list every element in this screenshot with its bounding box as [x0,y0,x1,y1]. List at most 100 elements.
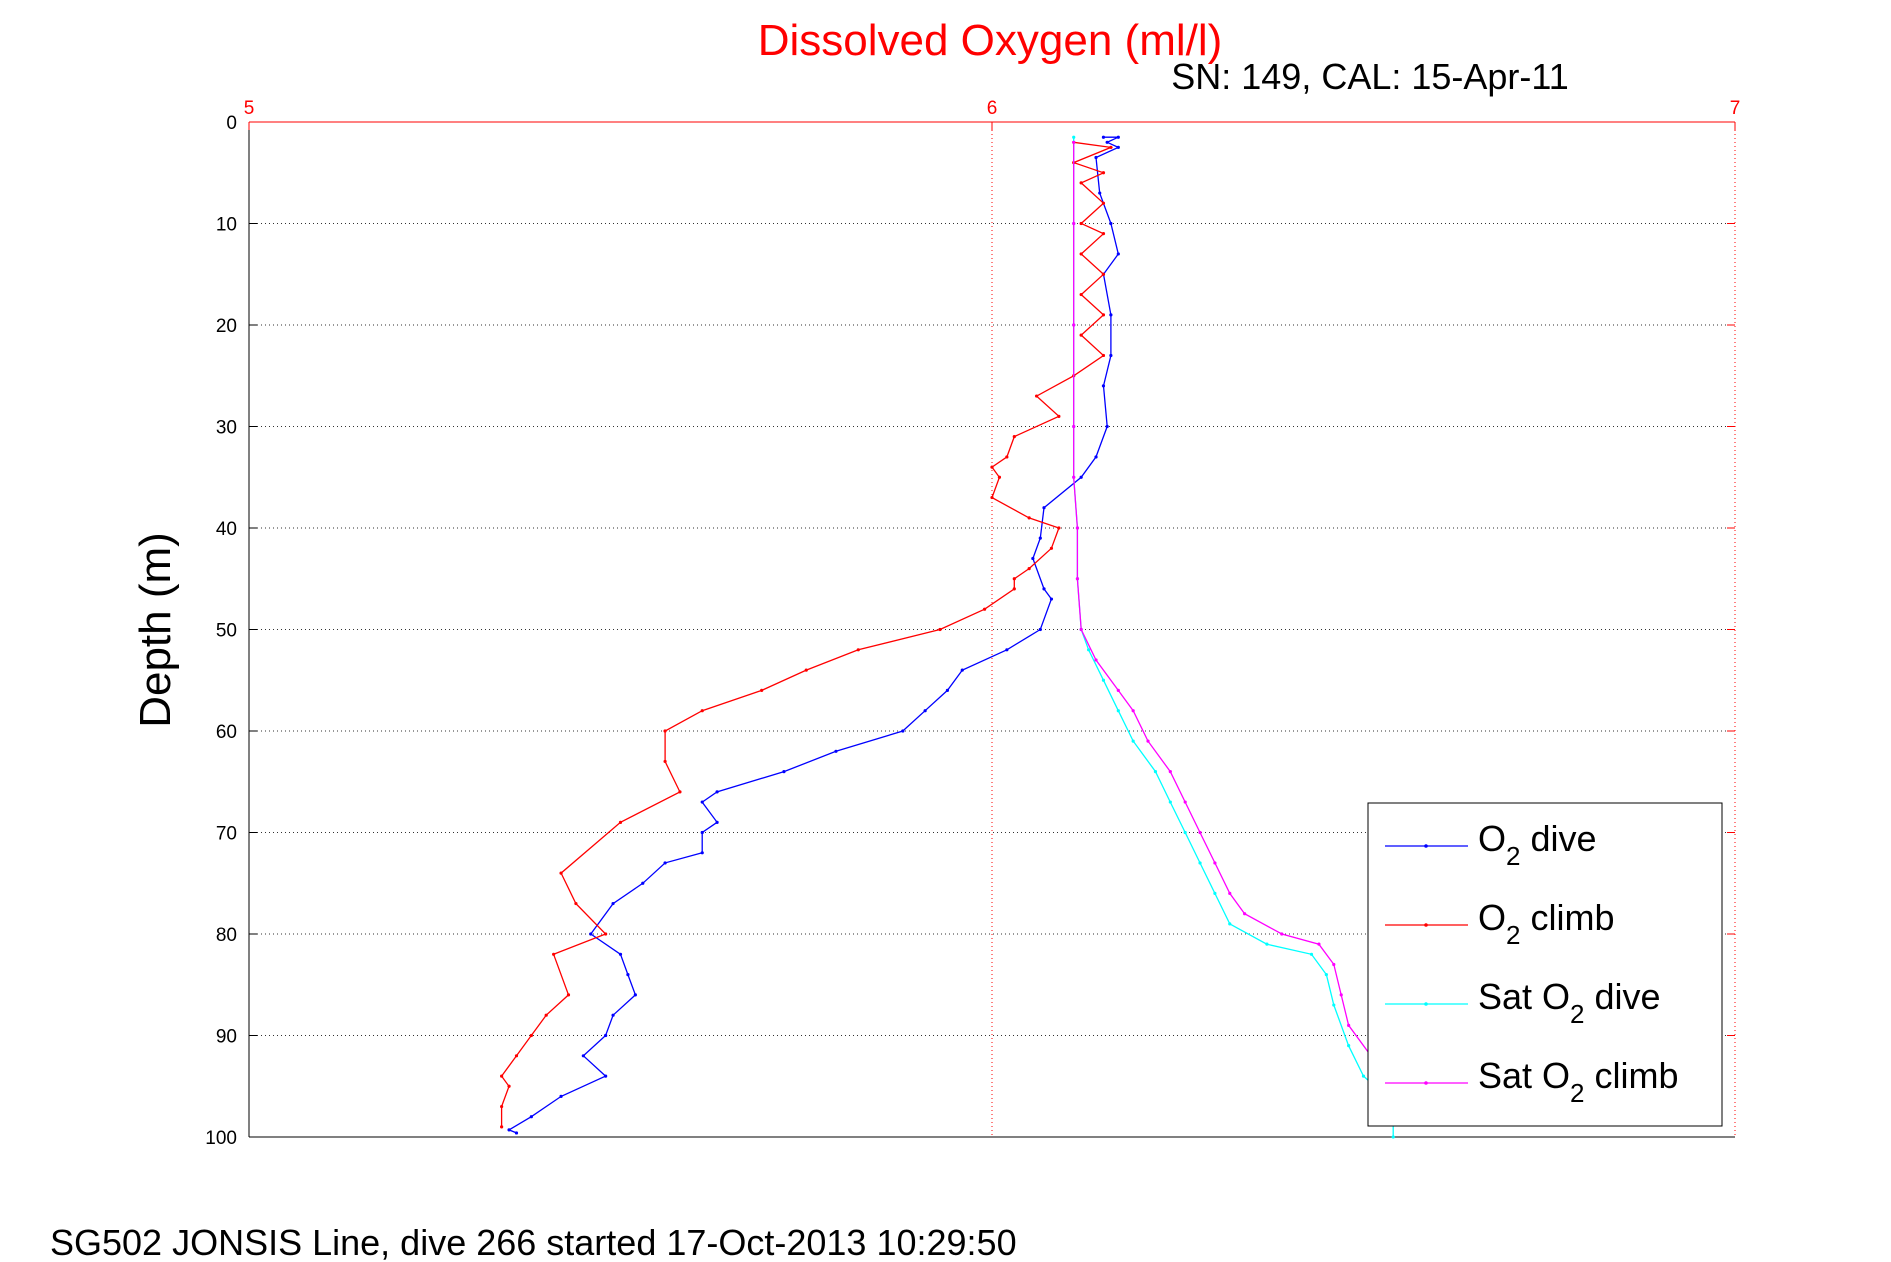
data-point [1101,171,1106,175]
data-point [700,709,704,713]
data-point [1213,891,1217,896]
data-point [1213,861,1217,865]
data-point [1183,800,1187,804]
legend-marker [1424,923,1428,927]
data-point [1094,455,1098,459]
data-point [945,688,950,693]
data-point [1101,135,1106,139]
data-point [901,729,905,733]
data-point [1131,709,1135,713]
data-point [604,1074,608,1078]
data-point [1265,942,1269,946]
data-point [663,861,667,865]
data-point [633,993,637,997]
data-point [1079,252,1083,256]
data-point [1101,353,1106,358]
data-point [604,1033,608,1038]
data-point [938,627,942,632]
data-point [1168,800,1172,804]
data-point [923,709,927,713]
data-point [1042,587,1046,591]
legend-entry-2: Sat O2 dive [1385,976,1661,1029]
data-point [1339,993,1343,997]
chart-subtitle: SN: 149, CAL: 15-Apr-11 [1171,56,1569,97]
y-tick-label: 40 [216,519,237,540]
x-tick-label: 7 [1730,98,1741,119]
data-point [507,1084,511,1088]
data-point [1105,140,1109,144]
data-point [1038,536,1042,540]
data-point [663,729,667,733]
data-point [1183,830,1187,835]
data-point [1109,353,1113,358]
data-point [589,932,593,936]
data-point [663,759,667,764]
y-tick-label: 30 [216,418,237,439]
y-tick-label: 10 [216,215,237,236]
data-point [1049,546,1054,550]
data-point [700,800,704,804]
data-point [507,1128,511,1132]
data-point [1101,678,1106,682]
data-point [552,952,556,956]
data-point [529,1115,533,1119]
legend-entry-3: Sat O2 climb [1385,1055,1679,1108]
data-point [1332,962,1336,967]
data-point [574,901,578,906]
legend-marker [1424,1002,1428,1006]
series-0 [507,135,1120,1135]
data-point [1101,313,1106,317]
data-point [1324,973,1328,977]
legend-label: Sat O2 dive [1478,976,1661,1029]
data-point [1228,891,1232,896]
data-point [1361,1074,1366,1078]
data-point [804,668,808,672]
data-point [1198,861,1202,865]
data-point [1146,739,1150,743]
data-point [500,1074,504,1078]
series-1 [500,140,1114,1129]
data-point [626,973,630,977]
data-point [1116,688,1120,693]
data-point [1309,952,1314,956]
data-point [1079,292,1083,297]
legend-label: O2 dive [1478,818,1597,871]
data-point [544,1013,548,1017]
data-point [1057,526,1061,530]
data-point [990,465,994,469]
data-point [1101,201,1106,205]
data-point [500,1125,504,1129]
data-point [1072,221,1076,226]
data-point [782,770,786,774]
data-point [1153,770,1158,774]
data-point [1042,506,1046,510]
legend-marker [1424,844,1428,848]
data-point [1109,221,1113,226]
data-point [1072,140,1076,144]
data-point [1072,475,1076,479]
data-point [1005,648,1009,652]
data-point [1116,135,1120,139]
data-point [990,495,994,500]
data-point [834,749,838,753]
data-point [1198,830,1202,835]
legend-label: O2 climb [1478,897,1615,950]
data-point [1168,770,1172,774]
data-point [566,993,571,997]
legend-entry-1: O2 climb [1385,897,1615,950]
legend-box [1367,802,1723,1127]
data-point [1332,1003,1336,1007]
y-tick-label: 70 [216,824,237,845]
data-point [1005,455,1009,459]
legend: O2 dive O2 climb Sat O2 dive Sat O2 climb [1367,802,1723,1127]
data-point [760,688,764,693]
data-point [1101,272,1106,276]
data-point [982,607,987,611]
axis-ticks: 0 10 20 30 40 50 60 70 80 90 100 5 6 7 [205,98,1740,1149]
data-point [1116,145,1120,149]
y-tick-label: 60 [216,722,237,743]
data-point [1049,597,1054,601]
data-point [1012,577,1016,581]
data-point [856,648,860,652]
y-tick-label: 20 [216,316,237,337]
